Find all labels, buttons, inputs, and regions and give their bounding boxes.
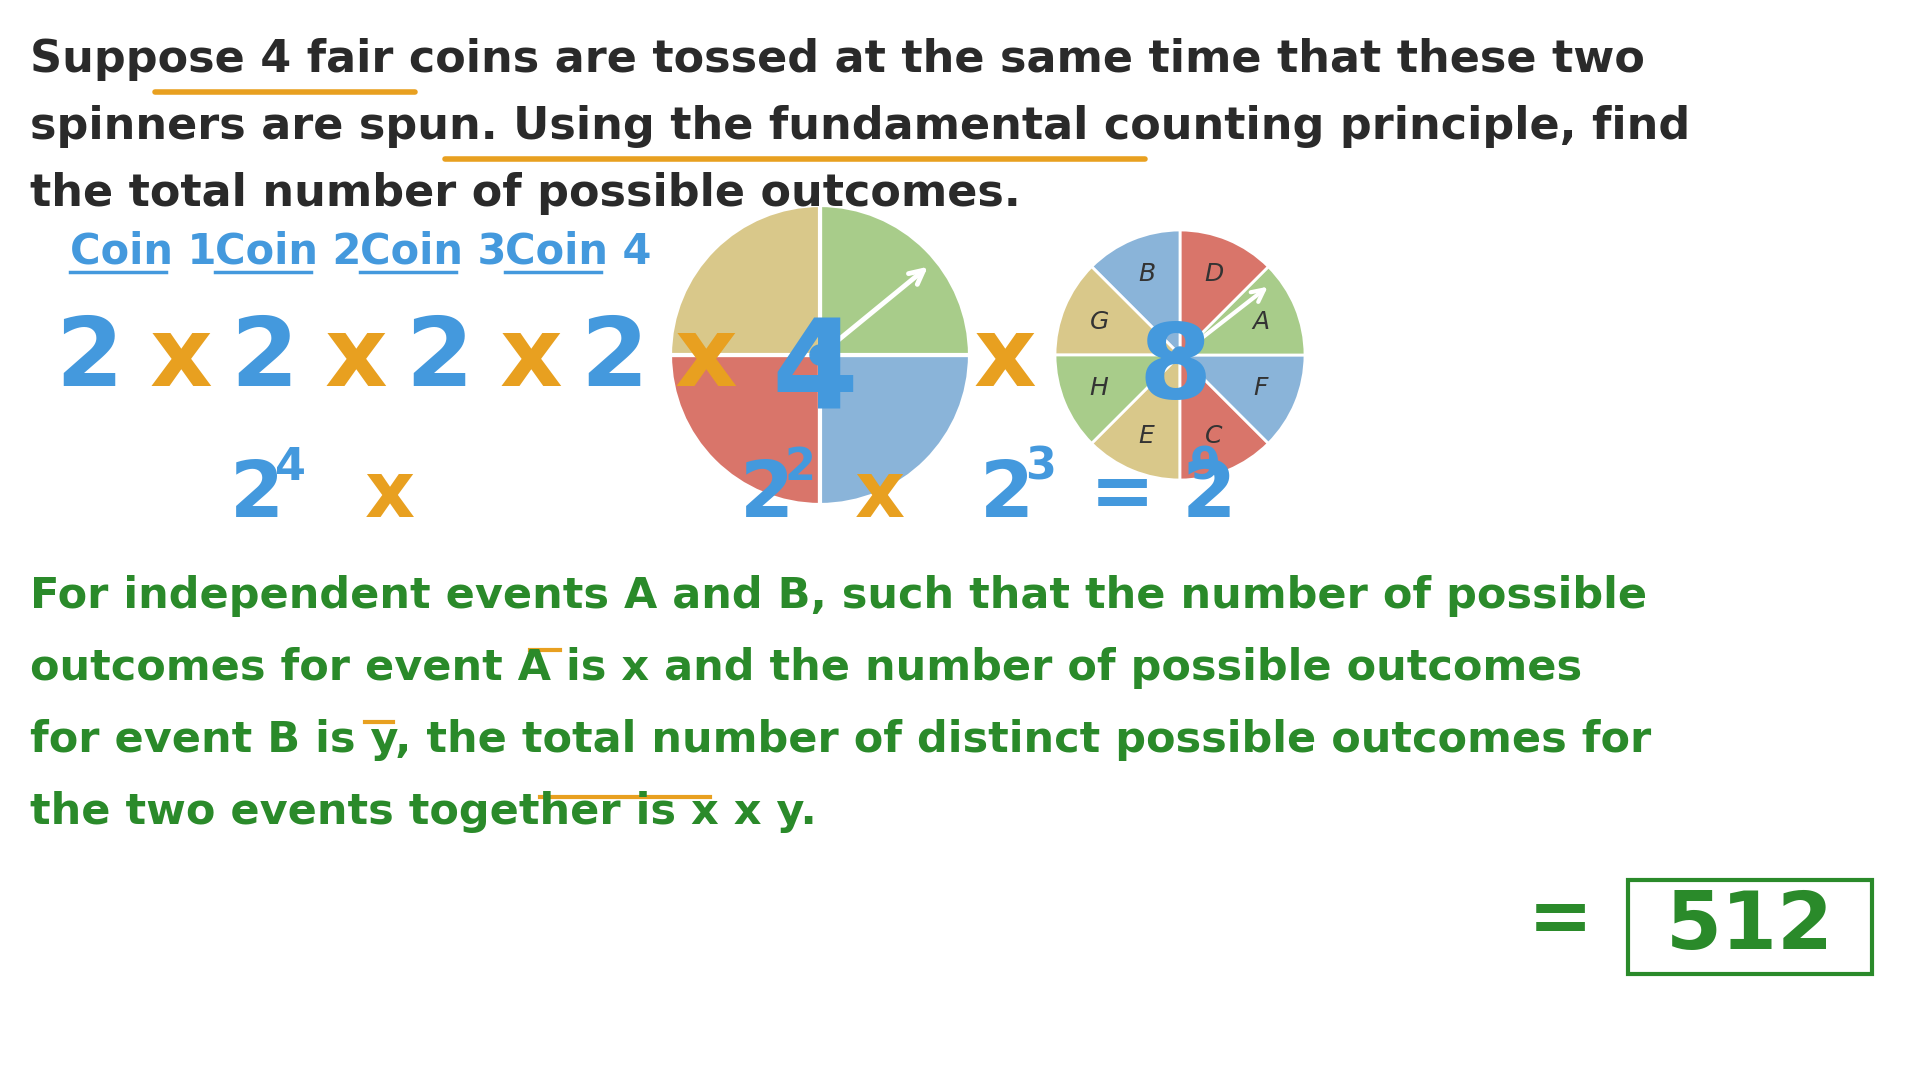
- Text: 8: 8: [1139, 319, 1212, 421]
- Text: F: F: [1254, 377, 1267, 401]
- Text: x: x: [676, 313, 737, 406]
- Text: Suppose 4 fair coins are tossed at the same time that these two: Suppose 4 fair coins are tossed at the s…: [31, 38, 1645, 81]
- Text: 2: 2: [230, 457, 284, 534]
- Text: 4: 4: [275, 445, 305, 488]
- Text: x: x: [973, 313, 1037, 406]
- Text: 2: 2: [56, 313, 123, 406]
- Text: 3: 3: [1025, 445, 1056, 488]
- Wedge shape: [820, 355, 970, 505]
- Text: x: x: [365, 457, 415, 534]
- Text: Coin 4: Coin 4: [505, 231, 651, 273]
- Text: = 2: = 2: [1091, 457, 1236, 534]
- Text: Coin 3: Coin 3: [361, 231, 507, 273]
- Wedge shape: [1181, 267, 1306, 355]
- Text: 2: 2: [580, 313, 647, 406]
- Text: 512: 512: [1667, 888, 1834, 966]
- Text: 2: 2: [979, 457, 1035, 534]
- Circle shape: [1171, 347, 1188, 363]
- Text: the two events together is x x y.: the two events together is x x y.: [31, 791, 816, 833]
- Wedge shape: [1054, 267, 1181, 355]
- Text: G: G: [1089, 310, 1110, 334]
- Wedge shape: [1054, 355, 1181, 444]
- Text: x: x: [324, 313, 388, 406]
- Text: 2: 2: [405, 313, 472, 406]
- Text: the total number of possible outcomes.: the total number of possible outcomes.: [31, 172, 1021, 215]
- Text: x: x: [499, 313, 563, 406]
- Text: x: x: [150, 313, 213, 406]
- Text: E: E: [1139, 423, 1154, 448]
- Wedge shape: [1181, 230, 1269, 355]
- Text: A: A: [1252, 310, 1269, 334]
- Wedge shape: [670, 355, 820, 505]
- Text: 2: 2: [739, 457, 795, 534]
- Wedge shape: [1181, 355, 1306, 444]
- Text: x: x: [854, 457, 904, 534]
- Text: Coin 2: Coin 2: [215, 231, 361, 273]
- Circle shape: [810, 345, 829, 365]
- Wedge shape: [820, 205, 970, 355]
- Text: for event B is y, the total number of distinct possible outcomes for: for event B is y, the total number of di…: [31, 719, 1651, 761]
- Text: spinners are spun. Using the fundamental counting principle, find: spinners are spun. Using the fundamental…: [31, 105, 1690, 148]
- Text: 2: 2: [230, 313, 298, 406]
- Text: For independent events A and B, such that the number of possible: For independent events A and B, such tha…: [31, 575, 1647, 617]
- FancyBboxPatch shape: [1628, 880, 1872, 974]
- Wedge shape: [670, 205, 820, 355]
- Text: H: H: [1091, 377, 1108, 401]
- Text: B: B: [1139, 262, 1156, 286]
- Text: C: C: [1204, 423, 1223, 448]
- Text: outcomes for event A is x and the number of possible outcomes: outcomes for event A is x and the number…: [31, 647, 1582, 689]
- Text: 2: 2: [785, 445, 816, 488]
- Text: 9: 9: [1190, 445, 1221, 488]
- Wedge shape: [1181, 355, 1269, 480]
- Text: 4: 4: [772, 314, 858, 435]
- Text: Coin 1: Coin 1: [69, 231, 217, 273]
- Text: D: D: [1204, 262, 1223, 286]
- Text: =: =: [1528, 882, 1592, 958]
- Wedge shape: [1092, 355, 1181, 480]
- Wedge shape: [1092, 230, 1181, 355]
